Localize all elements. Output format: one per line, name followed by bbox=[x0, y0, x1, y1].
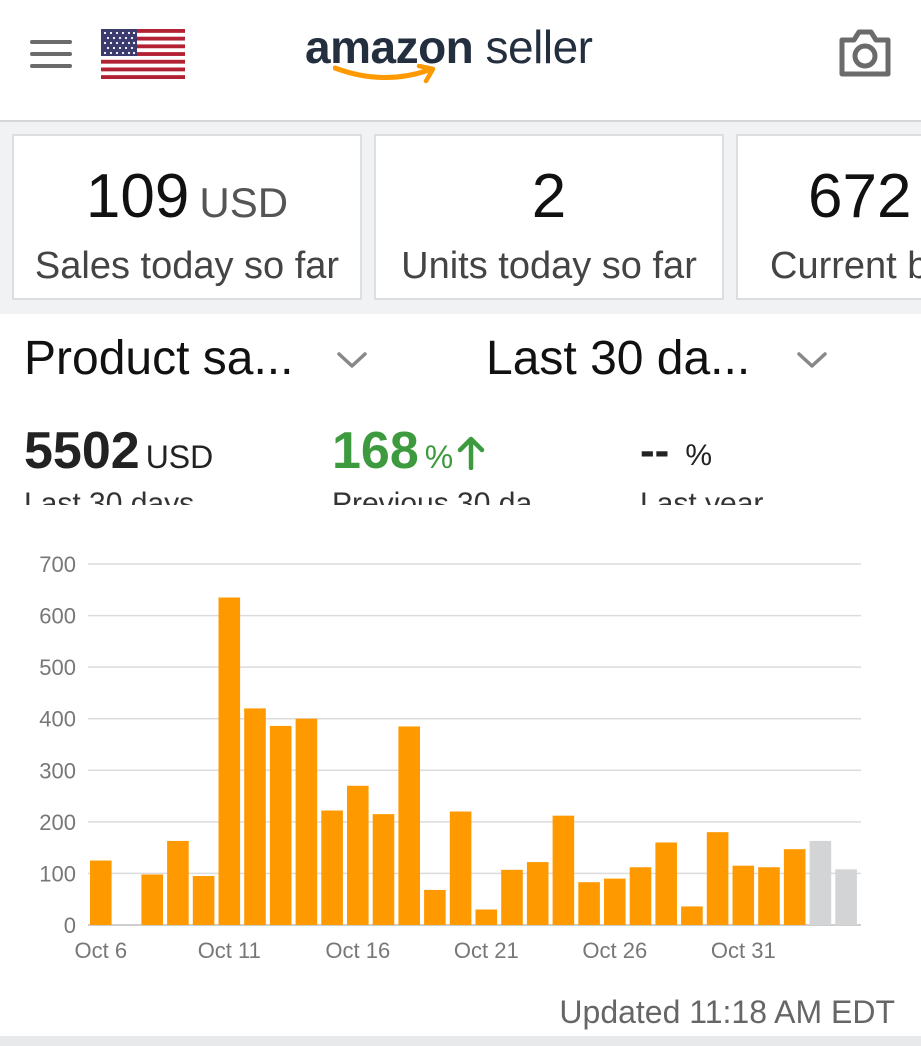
chart-bar bbox=[192, 876, 215, 925]
metric-number: 168 bbox=[332, 422, 419, 480]
y-tick-label: 400 bbox=[39, 707, 76, 732]
current-balance-card[interactable]: 672 Current b bbox=[736, 134, 921, 300]
card-value: 672 bbox=[808, 162, 921, 232]
metric-label: Previous 30 da bbox=[332, 487, 533, 505]
chart-bar bbox=[167, 840, 189, 925]
chevron-down-icon bbox=[337, 352, 367, 368]
y-tick-label: 100 bbox=[39, 861, 76, 886]
card-value: 2 bbox=[376, 162, 722, 232]
hamburger-line bbox=[30, 64, 72, 68]
metric-last-year: --% Last year bbox=[640, 405, 900, 505]
card-label: Sales today so far bbox=[34, 245, 340, 287]
y-tick-label: 0 bbox=[64, 913, 76, 938]
chart-bar bbox=[578, 882, 600, 925]
metric-dropdown[interactable]: Product sa... bbox=[24, 320, 384, 390]
card-number: 109 bbox=[85, 162, 190, 231]
x-tick-label: Oct 16 bbox=[325, 938, 390, 963]
chart-bar bbox=[732, 865, 755, 925]
arrow-up-icon bbox=[457, 436, 485, 471]
chart-bar bbox=[604, 878, 626, 925]
hamburger-line bbox=[30, 40, 72, 44]
y-tick-label: 700 bbox=[39, 552, 76, 577]
date-range-dropdown-value: Last 30 da... bbox=[486, 332, 751, 385]
sales-bar-chart[interactable]: 0 100 200 300 400 500 600 700 Oct 6 Oct 11 Oct 16 O… bbox=[0, 540, 921, 980]
chart-bar bbox=[398, 726, 420, 925]
sales-bar-chart-svg: 0 100 200 300 400 500 600 700 Oct 6 Oct 11 Oct 16 O… bbox=[39, 552, 861, 963]
us-flag-icon[interactable] bbox=[101, 29, 185, 79]
x-tick-label: Oct 6 bbox=[75, 938, 128, 963]
chart-bar bbox=[835, 869, 857, 925]
metrics-row: 5502 USD Last 30 days 168% Previous 30 da… bbox=[0, 405, 921, 505]
chart-bar bbox=[526, 862, 549, 925]
chart-bar bbox=[706, 832, 729, 925]
units-today-card[interactable]: 2 Units today so far bbox=[374, 134, 724, 300]
metric-total-sales: 5502 USD Last 30 days bbox=[24, 405, 304, 505]
chart-bar bbox=[501, 869, 523, 925]
chart-bar bbox=[783, 849, 806, 925]
amazon-smile-arrow-icon bbox=[333, 64, 436, 84]
amazon-seller-logo: amazon seller bbox=[305, 20, 625, 100]
hamburger-menu-icon[interactable] bbox=[30, 40, 72, 70]
card-number: 672 bbox=[808, 162, 912, 231]
metric-number: -- bbox=[640, 426, 670, 475]
sales-today-card[interactable]: 109 USD Sales today so far bbox=[12, 134, 362, 300]
chart-bar bbox=[629, 867, 652, 925]
metric-dropdown-value: Product sa... bbox=[24, 332, 294, 385]
metric-label: Last year bbox=[640, 487, 764, 505]
logo-word-seller: seller bbox=[473, 21, 593, 73]
chart-filters: Product sa... Last 30 da... bbox=[0, 316, 921, 400]
metric-unit: % bbox=[685, 439, 712, 472]
chart-bar bbox=[141, 874, 163, 925]
hamburger-line bbox=[30, 52, 72, 56]
chart-bar bbox=[449, 811, 472, 925]
chart-bar bbox=[475, 909, 498, 925]
y-tick-label: 300 bbox=[39, 758, 76, 783]
y-tick-label: 600 bbox=[39, 604, 76, 629]
card-value: 109 USD bbox=[14, 162, 360, 238]
camera-icon[interactable] bbox=[838, 28, 892, 78]
chart-bar bbox=[244, 708, 266, 925]
chevron-down-icon bbox=[797, 352, 827, 368]
card-label: Units today so far bbox=[401, 245, 697, 287]
card-unit: USD bbox=[199, 179, 289, 226]
metric-unit: USD bbox=[145, 439, 214, 475]
chart-bar bbox=[372, 814, 395, 925]
updated-timestamp: Updated 11:18 AM EDT bbox=[559, 994, 895, 1030]
x-tick-label: Oct 26 bbox=[582, 938, 647, 963]
chart-bar bbox=[269, 725, 292, 925]
y-tick-label: 500 bbox=[39, 655, 76, 680]
metric-value: 5502 USD bbox=[24, 421, 213, 487]
chart-bar bbox=[295, 718, 318, 925]
chart-bar bbox=[424, 889, 446, 925]
card-number: 2 bbox=[531, 162, 567, 231]
date-range-dropdown[interactable]: Last 30 da... bbox=[486, 320, 846, 390]
chart-bar bbox=[90, 860, 112, 925]
logo-text: amazon seller bbox=[305, 20, 625, 74]
metric-number: 5502 bbox=[24, 422, 140, 480]
chart-bar bbox=[552, 815, 575, 925]
card-label: Current b bbox=[770, 245, 921, 287]
metric-value: 168% bbox=[332, 421, 485, 487]
chart-bar bbox=[809, 840, 832, 925]
chart-bar bbox=[681, 906, 703, 925]
chart-bar bbox=[655, 842, 677, 925]
chart-bar bbox=[758, 867, 780, 925]
chart-bar bbox=[218, 597, 241, 925]
chart-bar bbox=[321, 810, 343, 925]
x-tick-label: Oct 21 bbox=[454, 938, 519, 963]
x-tick-label: Oct 11 bbox=[198, 938, 261, 963]
metric-label: Last 30 days bbox=[24, 487, 195, 505]
metric-value: --% bbox=[640, 421, 712, 486]
y-tick-label: 200 bbox=[39, 810, 76, 835]
top-bar: amazon seller bbox=[0, 0, 921, 122]
metric-previous-period: 168% Previous 30 da bbox=[332, 405, 612, 505]
chart-bar bbox=[347, 785, 369, 925]
metric-unit: % bbox=[424, 439, 454, 475]
logo-word-amazon: amazon bbox=[305, 21, 474, 73]
x-tick-label: Oct 31 bbox=[711, 938, 776, 963]
bottom-divider bbox=[0, 1036, 921, 1046]
